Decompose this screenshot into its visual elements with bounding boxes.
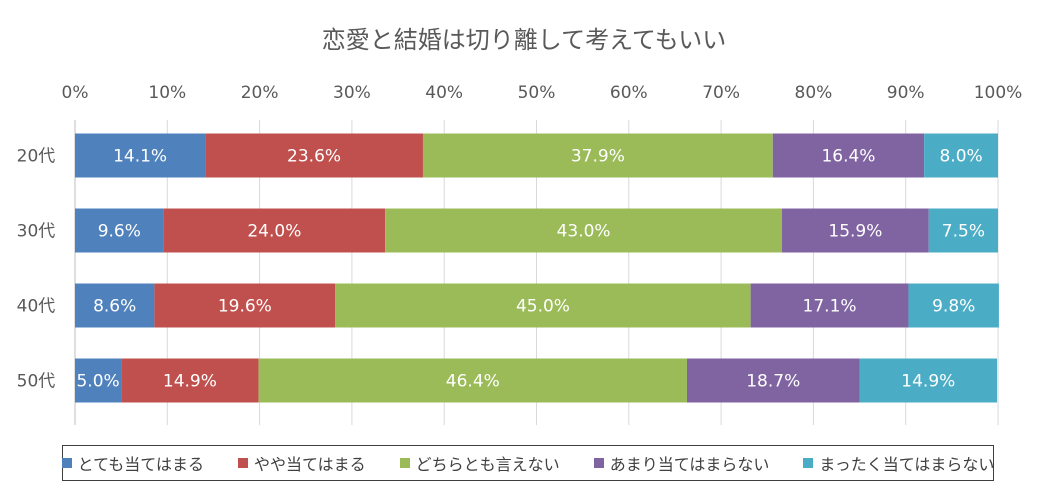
x-tick-label: 60% — [610, 83, 648, 103]
bar-segment — [772, 133, 925, 178]
legend-swatch — [803, 458, 814, 468]
bar-segment — [121, 358, 259, 403]
category-label: 20代 — [17, 147, 56, 167]
x-tick-label: 50% — [518, 83, 556, 103]
bar-segment — [385, 208, 783, 253]
bar-segment — [75, 358, 122, 403]
bar-segment — [924, 133, 998, 178]
bar-segment — [205, 133, 423, 178]
bar-segment — [75, 208, 164, 253]
bar-segment — [258, 358, 687, 403]
legend-item: どちらとも言えない — [399, 451, 560, 475]
data-label: 18.7% — [746, 372, 800, 392]
category-label: 40代 — [17, 297, 56, 317]
bar-segment — [908, 283, 999, 328]
data-label: 14.9% — [901, 372, 955, 392]
data-label: 14.9% — [163, 372, 217, 392]
bar-segment — [163, 208, 386, 253]
x-tick-label: 70% — [702, 83, 740, 103]
x-tick-label: 100% — [974, 83, 1023, 103]
data-label: 19.6% — [218, 297, 272, 317]
data-label: 15.9% — [828, 222, 882, 242]
bar-segment — [750, 283, 909, 328]
stacked-bar-plot: 0% 10% 20% 30% 40% 50% 60% 70% 80% 90% 100% 20代 14.1… — [17, 83, 1023, 425]
legend-swatch — [593, 458, 604, 468]
bar-segment — [928, 208, 998, 253]
data-label: 46.4% — [446, 372, 500, 392]
bar-segment — [335, 283, 751, 328]
data-label: 9.6% — [98, 222, 141, 242]
chart-title: 恋愛と結婚は切り離して考えてもいい — [321, 26, 727, 54]
data-label: 43.0% — [557, 222, 611, 242]
data-label: 45.0% — [516, 297, 570, 317]
data-label: 8.0% — [939, 147, 982, 167]
x-tick-label: 80% — [795, 83, 833, 103]
category-label: 30代 — [17, 222, 56, 242]
data-label: 5.0% — [76, 372, 119, 392]
bar-segment — [75, 133, 206, 178]
data-label: 14.1% — [113, 147, 167, 167]
x-tick-label: 40% — [425, 83, 463, 103]
x-tick-label: 0% — [62, 83, 89, 103]
data-label: 23.6% — [287, 147, 341, 167]
legend-item: あまり当てはまらない — [593, 451, 770, 475]
data-label: 7.5% — [942, 222, 985, 242]
data-label: 16.4% — [821, 147, 875, 167]
legend-swatch — [237, 458, 248, 468]
legend-swatch — [399, 458, 410, 468]
legend-swatch — [61, 458, 72, 468]
x-tick-label: 90% — [887, 83, 925, 103]
legend-label: どちらとも言えない — [415, 455, 560, 474]
x-tick-label: 10% — [148, 83, 186, 103]
data-label: 17.1% — [803, 297, 857, 317]
bar-segment — [686, 358, 860, 403]
bar-segment — [75, 283, 155, 328]
data-label: 37.9% — [571, 147, 625, 167]
data-label: 24.0% — [247, 222, 301, 242]
bar-segment — [422, 133, 773, 178]
data-label: 9.8% — [932, 297, 975, 317]
legend-label: あまり当てはまらない — [609, 455, 770, 474]
legend-label: やや当てはまる — [253, 455, 366, 474]
x-tick-label: 30% — [333, 83, 371, 103]
bar-segment — [859, 358, 998, 403]
legend-item: まったく当てはまらない — [803, 451, 994, 475]
data-label: 8.6% — [93, 297, 136, 317]
x-tick-label: 20% — [241, 83, 279, 103]
legend-label: とても当てはまる — [77, 455, 204, 474]
bar-segment — [782, 208, 929, 253]
legend: とても当てはまる やや当てはまる どちらとも言えない あまり当てはまらない まったく当て… — [61, 445, 994, 481]
category-label: 50代 — [17, 372, 56, 392]
bar-segment — [154, 283, 336, 328]
legend-item: とても当てはまる — [61, 451, 204, 475]
legend-item: やや当てはまる — [237, 451, 366, 475]
legend-label: まったく当てはまらない — [819, 455, 995, 474]
